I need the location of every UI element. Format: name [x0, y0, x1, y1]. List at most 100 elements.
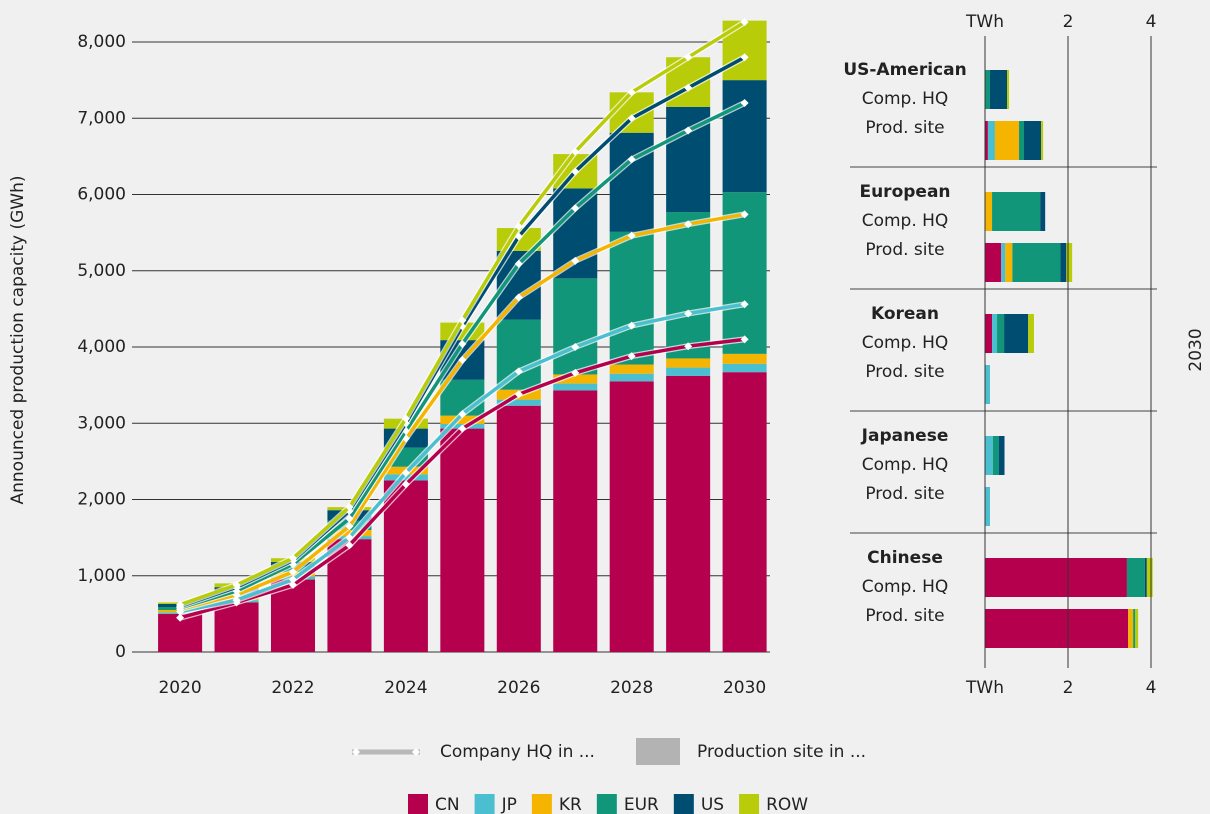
group-title: European	[859, 182, 950, 202]
line-marker	[571, 343, 580, 351]
y-axis-label: Announced production capacity (GWh)	[8, 175, 28, 504]
bar-segment	[1060, 243, 1067, 282]
legend-swatch	[596, 794, 617, 814]
bar-segment	[1004, 314, 1029, 353]
bar-segment	[1040, 192, 1046, 231]
bar-segment	[1028, 314, 1034, 353]
line-marker	[288, 567, 297, 576]
bar-segment	[985, 314, 993, 353]
legend-swatch	[531, 794, 552, 814]
x-tick-label: 2024	[384, 678, 427, 698]
y-tick-label: 5,000	[77, 261, 126, 281]
line-marker	[401, 480, 410, 489]
x-tick-label: 2026	[497, 678, 540, 698]
line-marker	[232, 580, 241, 589]
bar-segment	[609, 132, 654, 232]
legend-swatch	[673, 794, 694, 814]
y-tick-label: 7,000	[77, 108, 126, 128]
x-tick-label: TWh	[965, 678, 1004, 698]
bar-segment	[496, 319, 541, 390]
line-marker	[627, 155, 636, 164]
legend: CN JP KR EUR US ROW	[408, 794, 808, 814]
line-marker	[740, 53, 749, 62]
bar-segment	[609, 364, 654, 374]
line-marker	[345, 503, 354, 512]
line-marker	[458, 316, 467, 325]
legend-label: US	[701, 795, 724, 814]
line-marker	[345, 533, 354, 542]
x-tick-label: 4	[1146, 678, 1157, 698]
bar-segment	[383, 480, 428, 652]
bar-segment	[1041, 121, 1044, 160]
bar-segment	[214, 602, 259, 652]
x-tick-label: 2	[1063, 12, 1074, 32]
line-marker	[514, 222, 523, 231]
bar-segment	[998, 436, 1005, 475]
bar-segment	[985, 365, 990, 404]
bar-segment	[722, 353, 767, 364]
bar-segment	[440, 428, 485, 652]
bar-segment	[553, 188, 598, 279]
line-marker	[571, 204, 580, 213]
x-tick-label: 2	[1063, 678, 1074, 698]
row-label: Comp. HQ	[862, 577, 949, 597]
line-marker	[345, 541, 354, 550]
bar-segment	[440, 415, 485, 425]
bar-segment	[553, 374, 598, 384]
legend-label: EUR	[624, 795, 659, 814]
legend-label: ROW	[766, 795, 808, 814]
bar-segment	[1135, 609, 1139, 648]
line-marker	[514, 293, 523, 302]
line-marker	[627, 321, 636, 330]
bar-segment	[722, 80, 767, 193]
y-tick-label: 4,000	[77, 337, 126, 357]
line-marker	[288, 554, 297, 563]
bar-segment	[992, 192, 1041, 231]
line-marker	[740, 335, 749, 344]
bar-segment	[666, 367, 711, 376]
bar-segment	[985, 558, 1127, 597]
bar-segment	[496, 405, 541, 652]
bar-segment	[1066, 243, 1073, 282]
line-marker	[176, 600, 185, 609]
legend-marker	[412, 748, 420, 756]
bar-segment	[987, 121, 995, 160]
bar-segment	[1133, 609, 1136, 648]
bar-segment	[992, 436, 999, 475]
line-marker	[514, 367, 523, 376]
line-marker	[514, 259, 523, 268]
bar-segment	[985, 487, 990, 526]
bar-segment	[496, 399, 541, 406]
row-label: Comp. HQ	[862, 89, 949, 109]
y-tick-label: 6,000	[77, 185, 126, 205]
line-marker	[571, 167, 580, 176]
line-marker	[514, 390, 523, 399]
bar-segment	[609, 381, 654, 652]
bar-segment	[985, 192, 993, 231]
line-marker	[627, 114, 636, 123]
legend-swatch	[408, 794, 428, 814]
line-marker	[627, 352, 636, 361]
bar-segment	[985, 243, 1002, 282]
line-marker	[684, 309, 693, 318]
bar-segment	[1128, 609, 1134, 648]
row-label: Prod. site	[865, 362, 944, 382]
legend-swatch	[739, 794, 760, 814]
line-marker	[740, 300, 749, 309]
bar-segment	[666, 375, 711, 652]
bar-segment	[985, 70, 990, 109]
x-tick-label: 2020	[158, 678, 201, 698]
bar-segment	[553, 383, 598, 391]
legend-swatch	[636, 738, 680, 765]
bar-segment	[1005, 243, 1013, 282]
line-marker	[571, 368, 580, 377]
bar-segment	[440, 379, 485, 416]
bar-segment	[1019, 121, 1025, 160]
bar-segment	[994, 121, 1020, 160]
bar-segment	[992, 314, 998, 353]
row-label: Prod. site	[865, 240, 944, 260]
line-marker	[401, 414, 410, 423]
bar-segment	[985, 436, 993, 475]
y-tick-label: 8,000	[77, 32, 126, 52]
